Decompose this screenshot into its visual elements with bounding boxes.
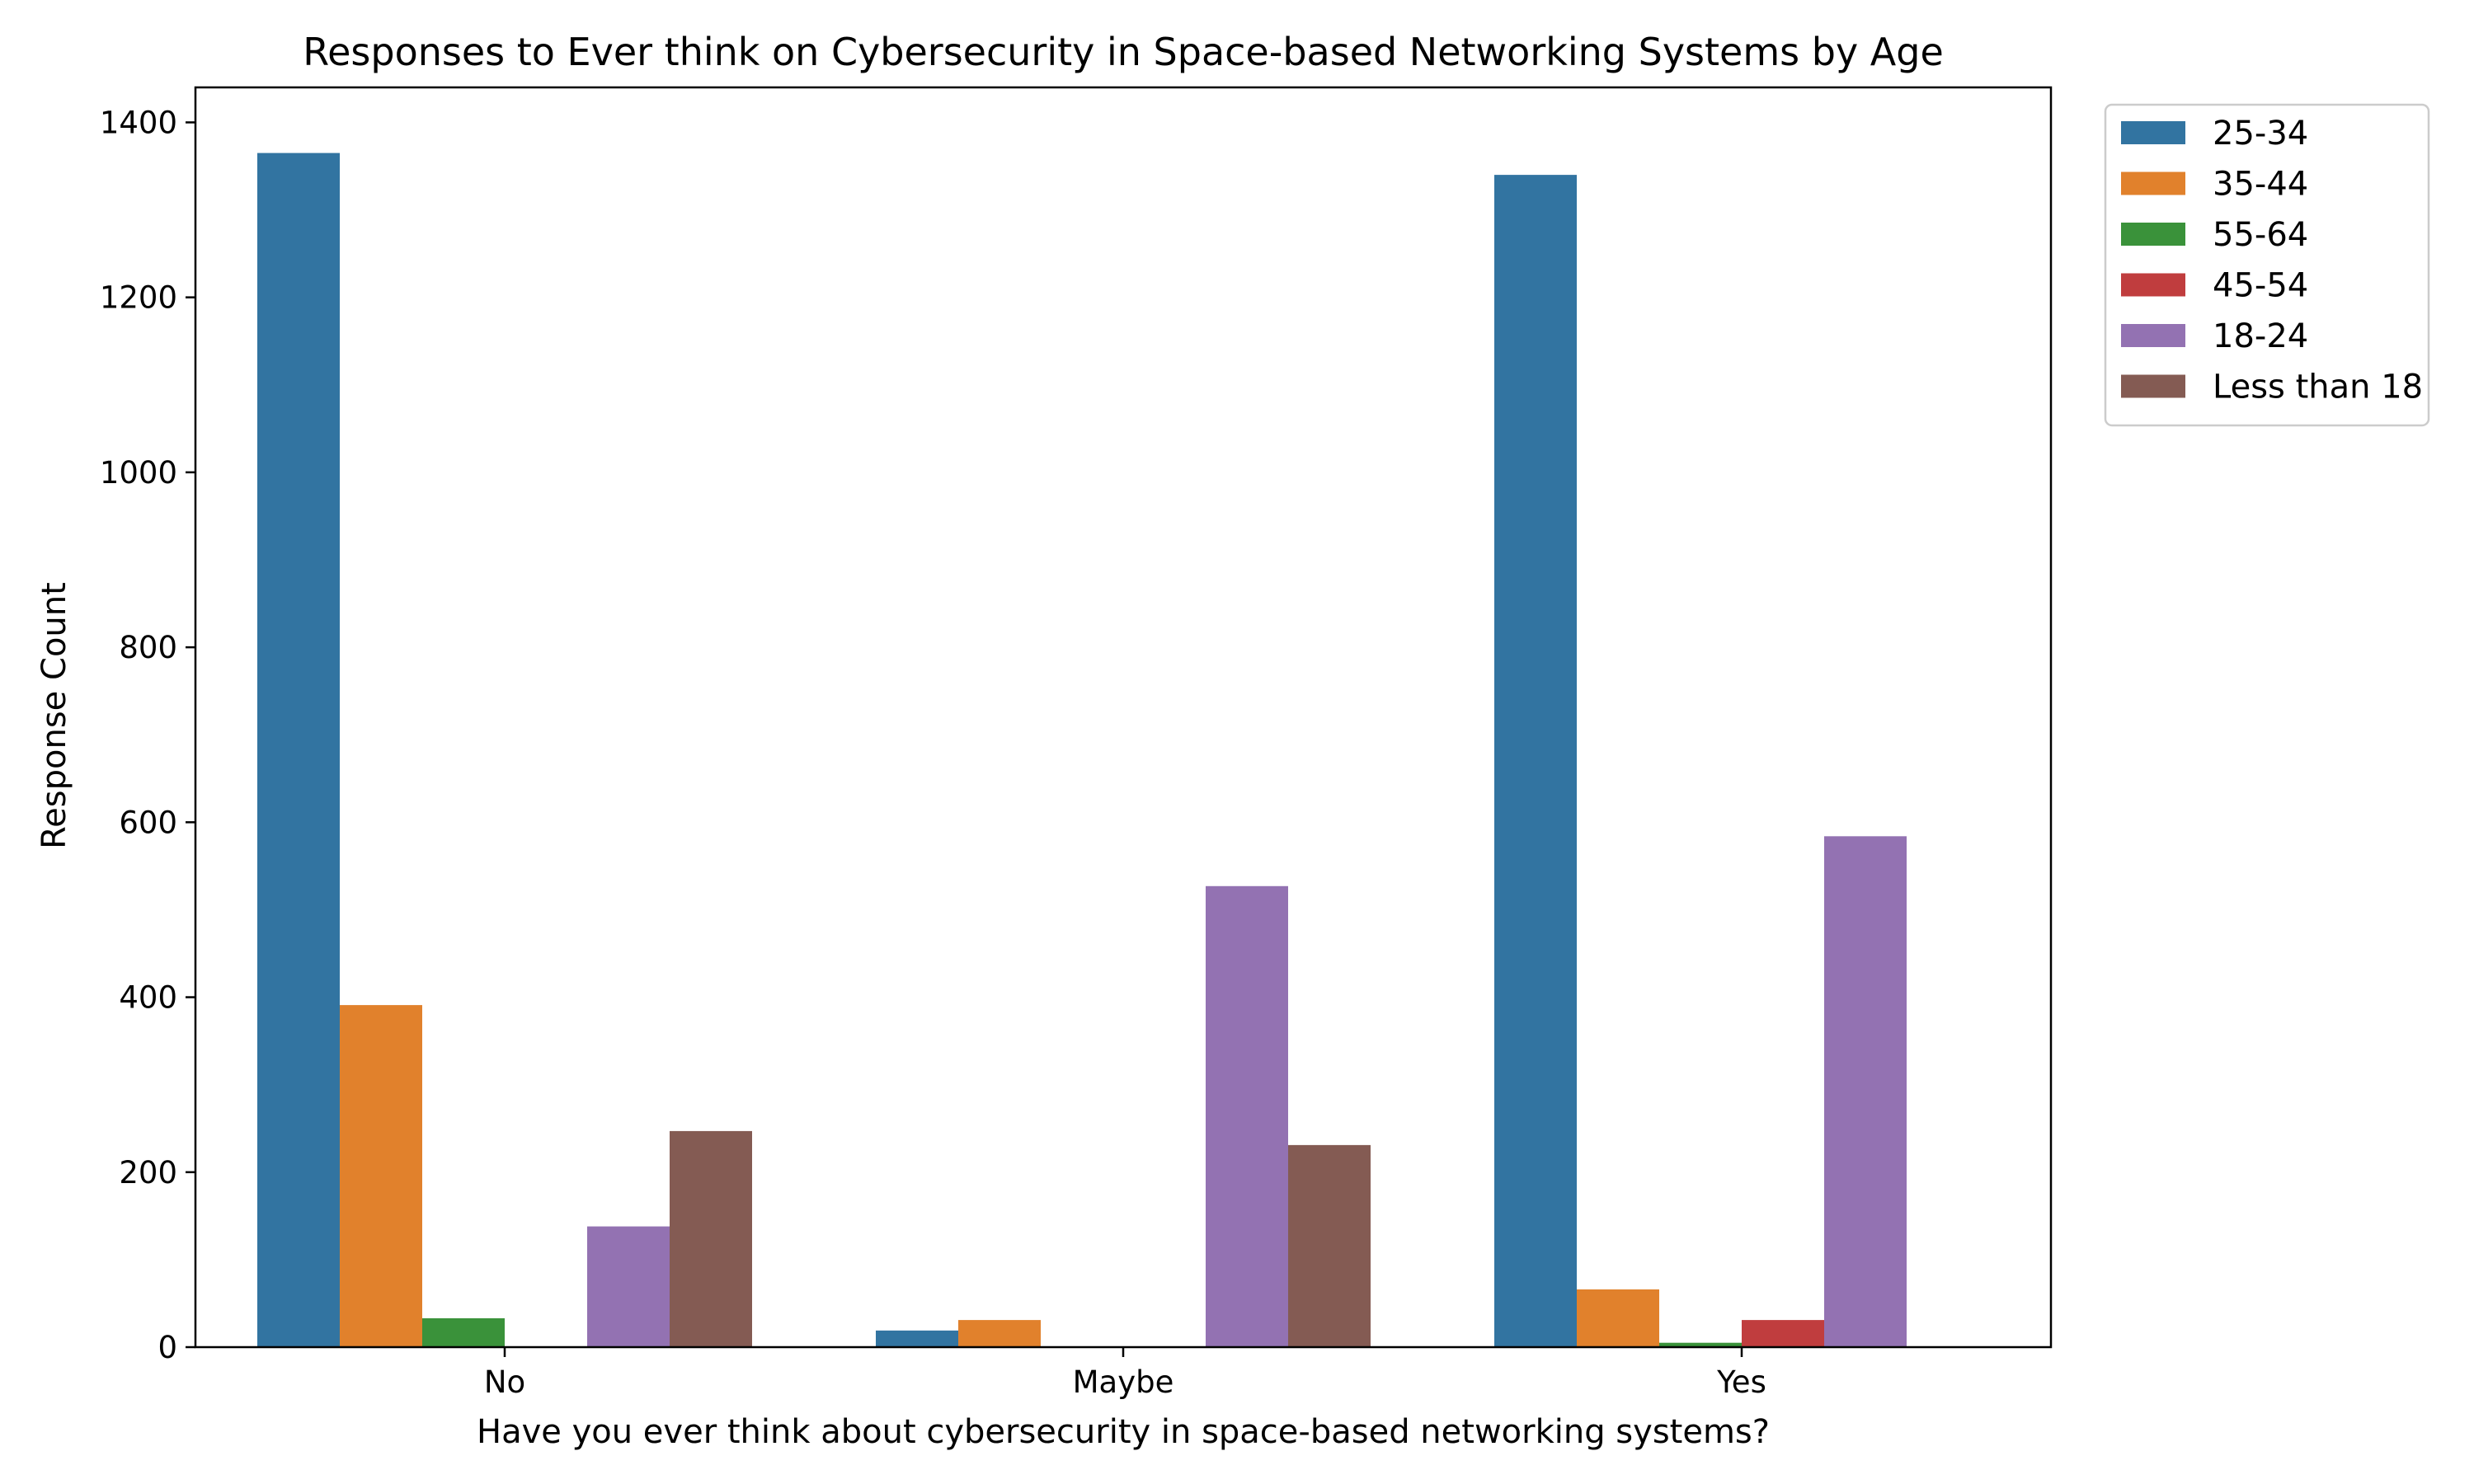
y-axis-label: Response Count [35,582,73,849]
bar-less-than-18-no [670,1130,752,1347]
legend-swatch [2121,223,2185,246]
bar-25-34-no [257,153,340,1348]
y-tick-label: 800 [119,630,177,665]
bar-25-34-yes [1494,175,1577,1348]
legend-label: 18-24 [2213,317,2308,355]
legend-swatch [2121,374,2185,398]
y-axis: 0 200 400 600 800 1000 1200 1400 [100,105,195,1365]
y-tick-label: 0 [158,1330,177,1365]
plot-area-frame [194,86,2053,1349]
chart-title: Responses to Ever think on Cybersecurity… [303,30,1944,74]
bar-45-54-yes [1742,1320,1824,1347]
bars-group [257,153,1907,1348]
x-axis-label: Have you ever think about cybersecurity … [477,1413,1770,1451]
x-tick-label: No [484,1364,525,1400]
legend-label: Less than 18 [2213,369,2423,406]
bar-25-34-maybe [876,1330,958,1347]
legend-swatch [2121,273,2185,297]
x-tick-label: Yes [1716,1364,1766,1400]
bar-less-than-18-maybe [1288,1144,1371,1347]
x-axis: No Maybe Yes [484,1347,1766,1400]
y-tick-label: 600 [119,805,177,840]
legend-label: 45-54 [2213,267,2308,305]
legend-swatch [2121,324,2185,347]
legend-swatch [2121,171,2185,195]
legend-label: 55-64 [2213,216,2308,254]
y-tick-label: 1000 [100,455,177,491]
x-tick-label: Maybe [1073,1364,1174,1400]
bar-35-44-maybe [958,1320,1041,1347]
legend-frame [2104,103,2430,427]
bar-35-44-yes [1577,1289,1659,1347]
y-tick-label: 1400 [100,105,177,140]
bar-18-24-maybe [1206,885,1288,1347]
legend-label: 25-34 [2213,115,2308,153]
y-tick-label: 400 [119,980,177,1016]
y-tick-label: 200 [119,1155,177,1190]
legend: 25-34 35-44 55-64 45-54 18-24 Less than 18 [2104,103,2430,427]
bar-18-24-no [587,1226,670,1347]
y-tick-label: 1200 [100,280,177,316]
bar-18-24-yes [1824,836,1907,1347]
legend-swatch [2121,121,2185,144]
legend-label: 35-44 [2213,166,2308,204]
bar-55-64-yes [1659,1342,1742,1347]
bar-55-64-no [422,1317,505,1347]
bar-35-44-no [340,1005,422,1347]
